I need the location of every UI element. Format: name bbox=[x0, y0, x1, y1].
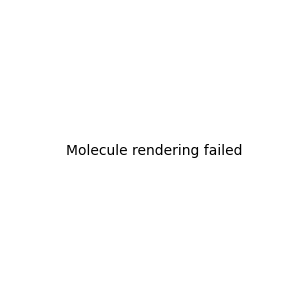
Text: Molecule rendering failed: Molecule rendering failed bbox=[65, 145, 242, 158]
